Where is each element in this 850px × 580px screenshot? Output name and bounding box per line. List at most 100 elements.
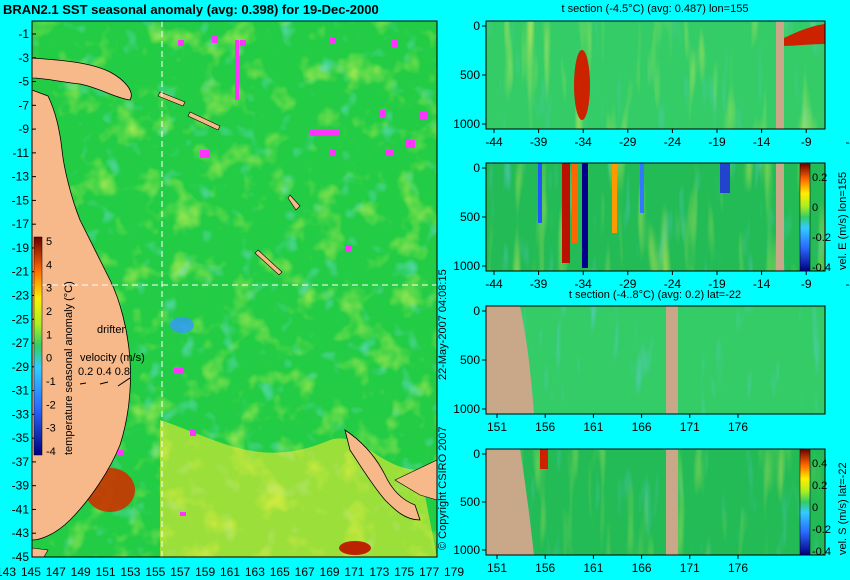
map-colorbar-tick: 2 xyxy=(46,306,52,318)
y-tick-label: 500 xyxy=(460,68,480,82)
panel-vel-e-lon: -44 -39 -34 -29 -24 -19 -14 -9 -4 0 500 1000 0.2 0 -… xyxy=(453,161,850,291)
lat-tick-label: -11 xyxy=(13,146,30,160)
panel-2-land xyxy=(776,163,784,271)
x-tick-label: 171 xyxy=(680,420,700,434)
x-tick-label: -44 xyxy=(485,135,503,149)
land-new-guinea xyxy=(31,57,132,101)
x-tick-label: -39 xyxy=(530,135,548,149)
x-tick-label: -29 xyxy=(619,277,637,291)
colorbar-tick-label: 0 xyxy=(812,502,818,514)
lat-tick-label: -9 xyxy=(18,122,29,136)
lon-tick-label: 165 xyxy=(270,565,290,579)
lat-tick-label: -27 xyxy=(12,336,30,350)
panel-4-colorbar-label: vel. S (m/s) lat=-22 xyxy=(837,462,849,555)
lat-tick-label: -45 xyxy=(12,550,30,564)
panel-3-title: t section (-4..8°C) (avg: 0.2) lat=-22 xyxy=(569,289,741,301)
x-tick-label: -29 xyxy=(619,135,637,149)
panel-2-x-axis: -44 -39 -34 -29 -24 -19 -14 -9 -4 xyxy=(485,271,850,291)
lon-tick-label: 179 xyxy=(444,565,464,579)
lat-tick-label: -41 xyxy=(12,502,30,516)
y-tick-label: 1000 xyxy=(453,402,480,416)
lon-tick-label: 145 xyxy=(21,565,41,579)
panel-3-land xyxy=(666,306,678,414)
colorbar-tick-label: 0.4 xyxy=(812,458,827,470)
lon-tick-label: 171 xyxy=(344,565,364,579)
y-tick-label: 500 xyxy=(460,495,480,509)
lon-tick-label: 147 xyxy=(46,565,66,579)
lon-tick-label: 163 xyxy=(245,565,265,579)
panel-4-surface-jet xyxy=(540,449,548,469)
x-tick-label: 151 xyxy=(487,420,507,434)
panel-4-land xyxy=(666,449,678,555)
x-tick-label: 166 xyxy=(632,561,652,575)
panel-4-y-axis: 0 500 1000 xyxy=(453,447,486,557)
x-tick-label: -14 xyxy=(753,277,771,291)
panel-1-x-axis: -44 -39 -34 -29 -24 -19 -14 -9 -4 xyxy=(485,129,850,149)
colorbar-tick-label: -0.4 xyxy=(812,262,831,274)
lon-tick-label: 143 xyxy=(0,565,16,579)
land-new-caledonia xyxy=(254,249,283,276)
x-tick-label: 156 xyxy=(535,420,555,434)
lat-tick-label: -29 xyxy=(12,360,30,374)
colorbar-tick-label: -0.2 xyxy=(812,524,831,536)
x-tick-label: 176 xyxy=(728,420,748,434)
copyright: © Copyright CSIRO 2007 xyxy=(437,426,449,550)
map-colorbar-tick: 4 xyxy=(46,259,52,271)
y-tick-label: 0 xyxy=(473,161,480,175)
legend-velocity-title: velocity (m/s) xyxy=(80,352,145,364)
map-lon-axis: 143 145 147 149 151 153 155 157 159 161 163 165 167 1… xyxy=(0,565,464,579)
map-legend: drifter velocity (m/s) 0.2 0.4 0.8 xyxy=(78,324,145,387)
land-australia xyxy=(31,89,131,541)
y-tick-label: 0 xyxy=(473,304,480,318)
panel-2-jets xyxy=(538,163,730,268)
map-colorbar-tick: 5 xyxy=(46,236,52,248)
lat-tick-label: -19 xyxy=(12,241,30,255)
map-colorbar-gradient xyxy=(33,236,43,456)
map-lat-axis: -1 -3 -5 -7 -9 -11 -13 -15 -17 -19 -21 -23 -25 -27 -29… xyxy=(12,27,36,564)
colorbar-tick-label: -0.2 xyxy=(812,232,831,244)
panel-4-land-west xyxy=(486,449,534,555)
panel-3-texture xyxy=(486,306,825,414)
lat-tick-label: -1 xyxy=(18,27,29,41)
lat-tick-label: -39 xyxy=(12,479,30,493)
panel-2-y-axis: 0 500 1000 xyxy=(453,161,486,273)
lat-tick-label: -33 xyxy=(12,407,30,421)
x-tick-label: -39 xyxy=(530,277,548,291)
land-vanuatu xyxy=(287,194,301,211)
panel-4-colorbar-ticks: 0.4 0.2 0 -0.2 -0.4 xyxy=(812,458,831,558)
panel-1-y-axis: 0 500 1000 xyxy=(453,19,486,131)
map-colorbar-tick: -4 xyxy=(46,446,56,458)
lon-tick-label: 167 xyxy=(295,565,315,579)
x-tick-label: 171 xyxy=(680,561,700,575)
panel-1-land xyxy=(776,21,784,129)
lat-tick-label: -5 xyxy=(18,75,29,89)
panel-t-section-lon: t section (-4.5°C) (avg: 0.487) lon=155 … xyxy=(453,3,850,149)
x-tick-label: -9 xyxy=(801,135,812,149)
map-colorbar: 5 4 3 2 1 0 -1 -2 -3 -4 temperature seasonal anom… xyxy=(33,236,75,458)
x-tick-label: -19 xyxy=(708,277,726,291)
drifter-markers xyxy=(118,35,428,516)
map-colorbar-tick: 1 xyxy=(46,329,52,341)
colorbar-tick-label: 0.2 xyxy=(812,172,827,184)
panel-4-colorbar xyxy=(799,448,811,556)
x-tick-label: 161 xyxy=(583,561,603,575)
legend-drifter: drifter xyxy=(97,324,125,336)
land-solomon-2 xyxy=(187,111,221,131)
panel-4-texture-b xyxy=(486,449,825,555)
x-tick-label: -24 xyxy=(664,277,682,291)
map-colorbar-label: temperature seasonal anomaly (°C) xyxy=(63,281,75,455)
y-tick-label: 500 xyxy=(460,353,480,367)
panel-1-warm-column xyxy=(574,50,590,120)
lat-tick-label: -3 xyxy=(18,51,29,65)
panel-2-colorbar xyxy=(799,162,811,272)
panel-2-texture-b xyxy=(486,163,825,271)
x-tick-label: -34 xyxy=(575,135,593,149)
land-solomon-1 xyxy=(157,91,186,107)
warm-patch-south xyxy=(339,541,371,555)
lon-tick-label: 155 xyxy=(145,565,165,579)
x-tick-label: -4 xyxy=(845,277,850,291)
panel-2-colorbar-ticks: 0.2 0 -0.2 -0.4 xyxy=(812,172,831,274)
map-colorbar-tick: -2 xyxy=(46,399,56,411)
x-tick-label: 176 xyxy=(728,561,748,575)
panel-t-section-lat: t section (-4..8°C) (avg: 0.2) lat=-22 1… xyxy=(453,289,826,434)
